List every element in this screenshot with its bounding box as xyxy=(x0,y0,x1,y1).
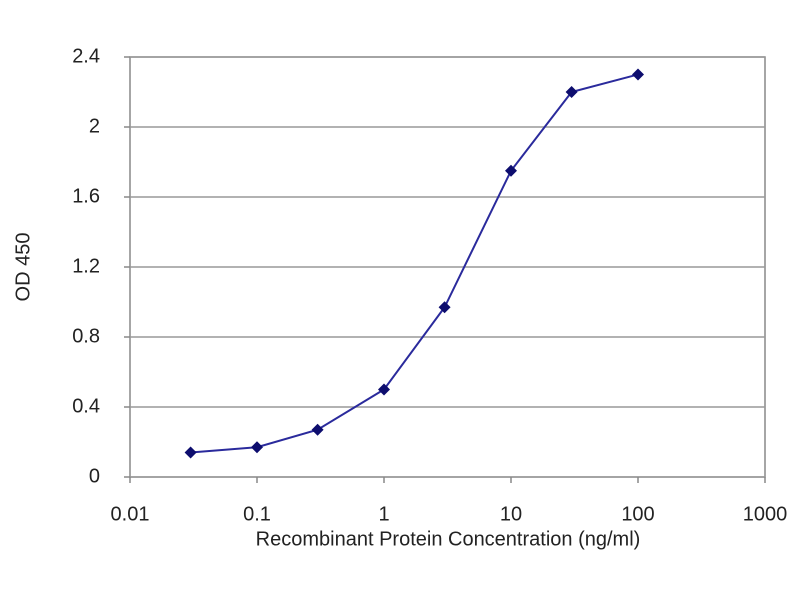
x-tick-label: 100 xyxy=(621,503,654,525)
y-axis-label: OD 450 xyxy=(12,233,34,302)
data-point xyxy=(184,446,197,459)
y-tick-label: 2 xyxy=(89,115,100,137)
y-tick-label: 0 xyxy=(89,465,100,487)
x-axis-label: Recombinant Protein Concentration (ng/ml… xyxy=(256,528,641,550)
data-point xyxy=(505,164,517,177)
x-tick-label: 10 xyxy=(500,503,522,525)
y-tick-label: 0.4 xyxy=(72,395,100,417)
y-tick-label: 0.8 xyxy=(72,325,100,347)
x-tick-label: 1 xyxy=(378,503,389,525)
data-point xyxy=(378,383,390,396)
data-point xyxy=(632,68,644,81)
data-point xyxy=(251,441,263,454)
data-point xyxy=(565,86,578,98)
y-tick-label: 2.4 xyxy=(72,45,100,67)
x-tick-label: 0.1 xyxy=(243,503,271,525)
data-point xyxy=(438,301,451,314)
x-tick-label: 1000 xyxy=(743,503,788,525)
x-tick-label: 0.01 xyxy=(111,503,150,525)
y-tick-label: 1.6 xyxy=(72,185,100,207)
y-tick-label: 1.2 xyxy=(72,255,100,277)
data-point xyxy=(311,423,324,436)
data-line xyxy=(190,73,639,454)
